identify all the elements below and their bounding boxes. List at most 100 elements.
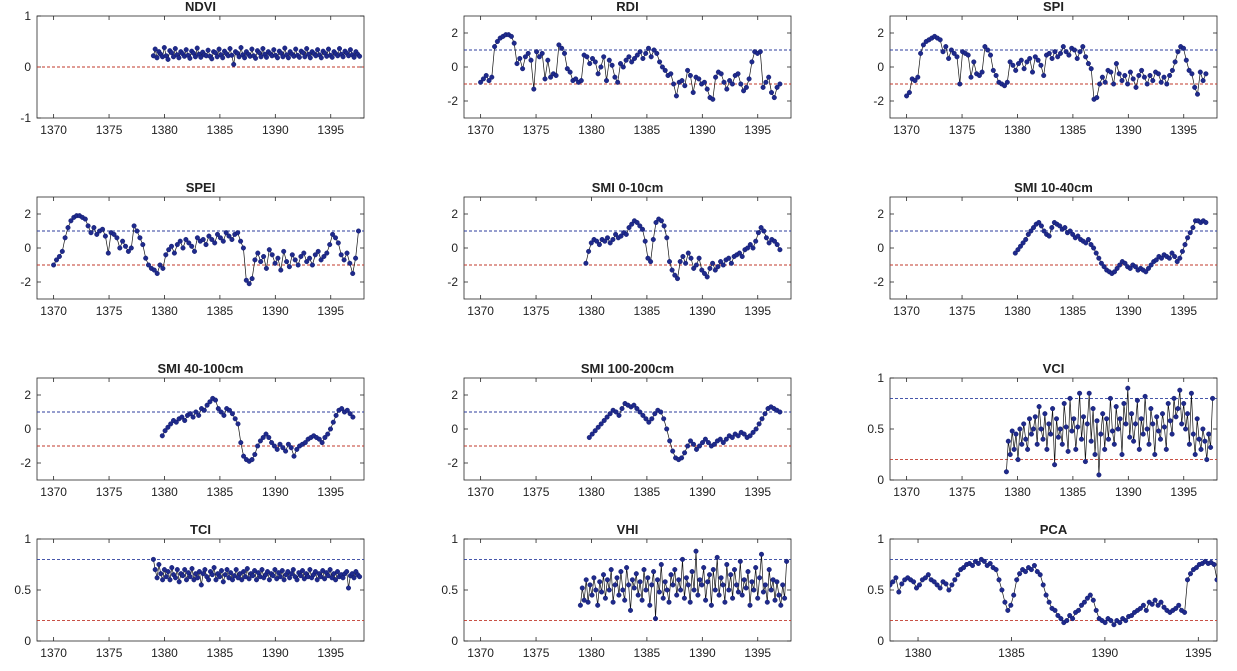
data-point [1081, 599, 1087, 605]
data-point [1179, 248, 1185, 254]
data-point [183, 577, 189, 583]
data-point [642, 238, 648, 244]
data-point [1132, 421, 1138, 427]
data-point [668, 572, 674, 578]
data-point [1085, 236, 1091, 242]
panel-title: TCI [190, 522, 211, 537]
data-point [601, 54, 607, 60]
data-point [1041, 72, 1047, 78]
data-point [1075, 424, 1081, 430]
data-point [1032, 54, 1038, 60]
data-point [961, 565, 967, 571]
data-point [1143, 607, 1149, 613]
x-tick-label: 1370 [40, 646, 67, 660]
x-tick-label: 1390 [1092, 646, 1119, 660]
data-point [587, 582, 593, 588]
data-point [741, 577, 747, 583]
data-point [1052, 462, 1058, 468]
data-point [713, 74, 719, 80]
data-point [664, 587, 670, 593]
data-point [1038, 223, 1044, 229]
data-point [1091, 245, 1097, 251]
x-tick-label: 1395 [744, 304, 771, 318]
data-point [344, 407, 350, 413]
data-point [691, 587, 697, 593]
data-point [261, 253, 267, 259]
plot-area [889, 538, 1218, 642]
data-point [693, 262, 699, 268]
data-point [1002, 83, 1008, 89]
data-point [255, 250, 261, 256]
data-point [337, 46, 343, 52]
data-point [330, 419, 336, 425]
x-tick-label: 1390 [262, 304, 289, 318]
data-point [937, 585, 943, 591]
data-point [735, 589, 741, 595]
data-point [322, 576, 328, 582]
data-point [1030, 426, 1036, 432]
data-point [628, 607, 634, 613]
data-point [707, 265, 713, 271]
panel-title: RDI [616, 0, 638, 14]
data-point [595, 424, 601, 430]
data-point [1186, 67, 1192, 73]
data-point [637, 223, 643, 229]
data-point [1028, 228, 1034, 234]
data-point [1172, 59, 1178, 65]
data-point [629, 577, 635, 583]
data-point [662, 67, 668, 73]
data-point [1102, 620, 1108, 626]
data-point [701, 565, 707, 571]
data-point [637, 579, 643, 585]
x-tick-label: 1390 [1115, 304, 1142, 318]
data-point [1055, 434, 1061, 440]
data-point [62, 235, 68, 241]
data-point [347, 260, 353, 266]
x-tick-label: 1375 [96, 646, 123, 660]
data-point [1190, 225, 1196, 231]
data-point [327, 242, 333, 248]
x-tick-label: 1385 [207, 646, 234, 660]
data-point [696, 255, 702, 261]
data-point [548, 74, 554, 80]
data-point [209, 236, 215, 242]
data-point [669, 267, 675, 273]
data-point [1152, 452, 1158, 458]
data-point [1186, 441, 1192, 447]
data-point [194, 235, 200, 241]
data-point [968, 74, 974, 80]
data-point [651, 47, 657, 53]
data-point [1125, 81, 1131, 87]
data-point [301, 576, 307, 582]
data-point [1057, 50, 1063, 56]
x-tick-label: 1385 [634, 304, 661, 318]
data-point [1132, 264, 1138, 270]
data-point [1074, 56, 1080, 62]
data-point [653, 219, 659, 225]
data-point [737, 250, 743, 256]
data-point [637, 409, 643, 415]
data-point [1185, 235, 1191, 241]
data-point [650, 236, 656, 242]
data-point [657, 59, 663, 65]
data-point [187, 411, 193, 417]
data-point [922, 575, 928, 581]
data-point [629, 221, 635, 227]
data-point [229, 236, 235, 242]
data-point [610, 236, 616, 242]
data-point [1061, 401, 1067, 407]
data-point [704, 274, 710, 280]
panel-title: SMI 40-100cm [158, 361, 244, 376]
data-point [1080, 44, 1086, 50]
data-point [1173, 605, 1179, 611]
data-point [1025, 446, 1031, 452]
data-point [241, 569, 247, 575]
data-point [241, 453, 247, 459]
data-point [189, 566, 195, 572]
data-layer [37, 556, 364, 622]
data-point [937, 37, 943, 43]
x-tick-label: 1380 [1004, 304, 1031, 318]
data-point [1013, 67, 1019, 73]
data-point [612, 74, 618, 80]
data-point [286, 264, 292, 270]
